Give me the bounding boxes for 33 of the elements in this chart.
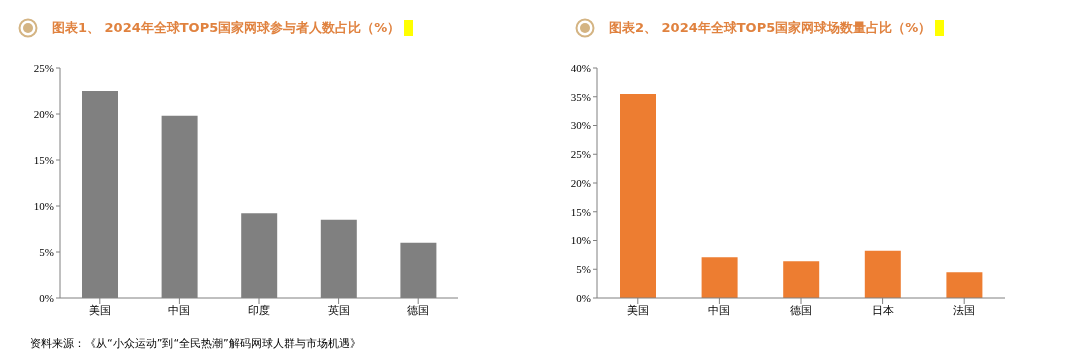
- chart-title: 图表1、 2024年全球TOP5国家网球参与者人数占比（%）: [52, 19, 401, 37]
- x-tick-label: 德国: [407, 303, 430, 316]
- y-tick-label: 10%: [33, 199, 54, 212]
- bar: [620, 93, 656, 298]
- bar: [701, 257, 738, 298]
- y-tick-label: 40%: [570, 61, 591, 74]
- y-tick-label: 0%: [39, 291, 54, 304]
- x-tick-label: 中国: [708, 303, 731, 316]
- y-tick-label: 10%: [570, 234, 591, 247]
- bar: [864, 250, 901, 298]
- x-tick-label: 印度: [248, 303, 270, 316]
- y-tick-label: 30%: [570, 119, 591, 132]
- x-tick-label: 法国: [953, 303, 976, 316]
- y-tick-label: 20%: [570, 176, 591, 189]
- y-tick-label: 20%: [33, 107, 54, 120]
- x-tick-label: 德国: [790, 303, 812, 316]
- text: 资料来源：《从“小众运动”到“全民热潮”解码网球人群与市场机遇》: [30, 336, 361, 351]
- y-tick-label: 35%: [570, 90, 591, 103]
- y-tick-label: 15%: [570, 205, 591, 218]
- y-tick-label: 5%: [576, 263, 591, 276]
- x-tick-label: 中国: [168, 303, 191, 316]
- x-tick-label: 日本: [871, 303, 894, 316]
- y-tick-label: 0%: [576, 291, 591, 304]
- bar: [946, 272, 983, 298]
- y-tick-label: 25%: [33, 61, 54, 74]
- y-tick-label: 25%: [570, 148, 591, 161]
- x-tick-label: 美国: [88, 303, 111, 316]
- y-tick-label: 5%: [39, 245, 54, 258]
- x-tick-label: 英国: [327, 303, 350, 316]
- y-tick-label: 15%: [33, 153, 54, 166]
- x-tick-label: 美国: [626, 303, 649, 316]
- bar: [783, 261, 820, 298]
- chart-title: 图表2、 2024年全球TOP5国家网球场数量占比（%）: [609, 19, 932, 37]
